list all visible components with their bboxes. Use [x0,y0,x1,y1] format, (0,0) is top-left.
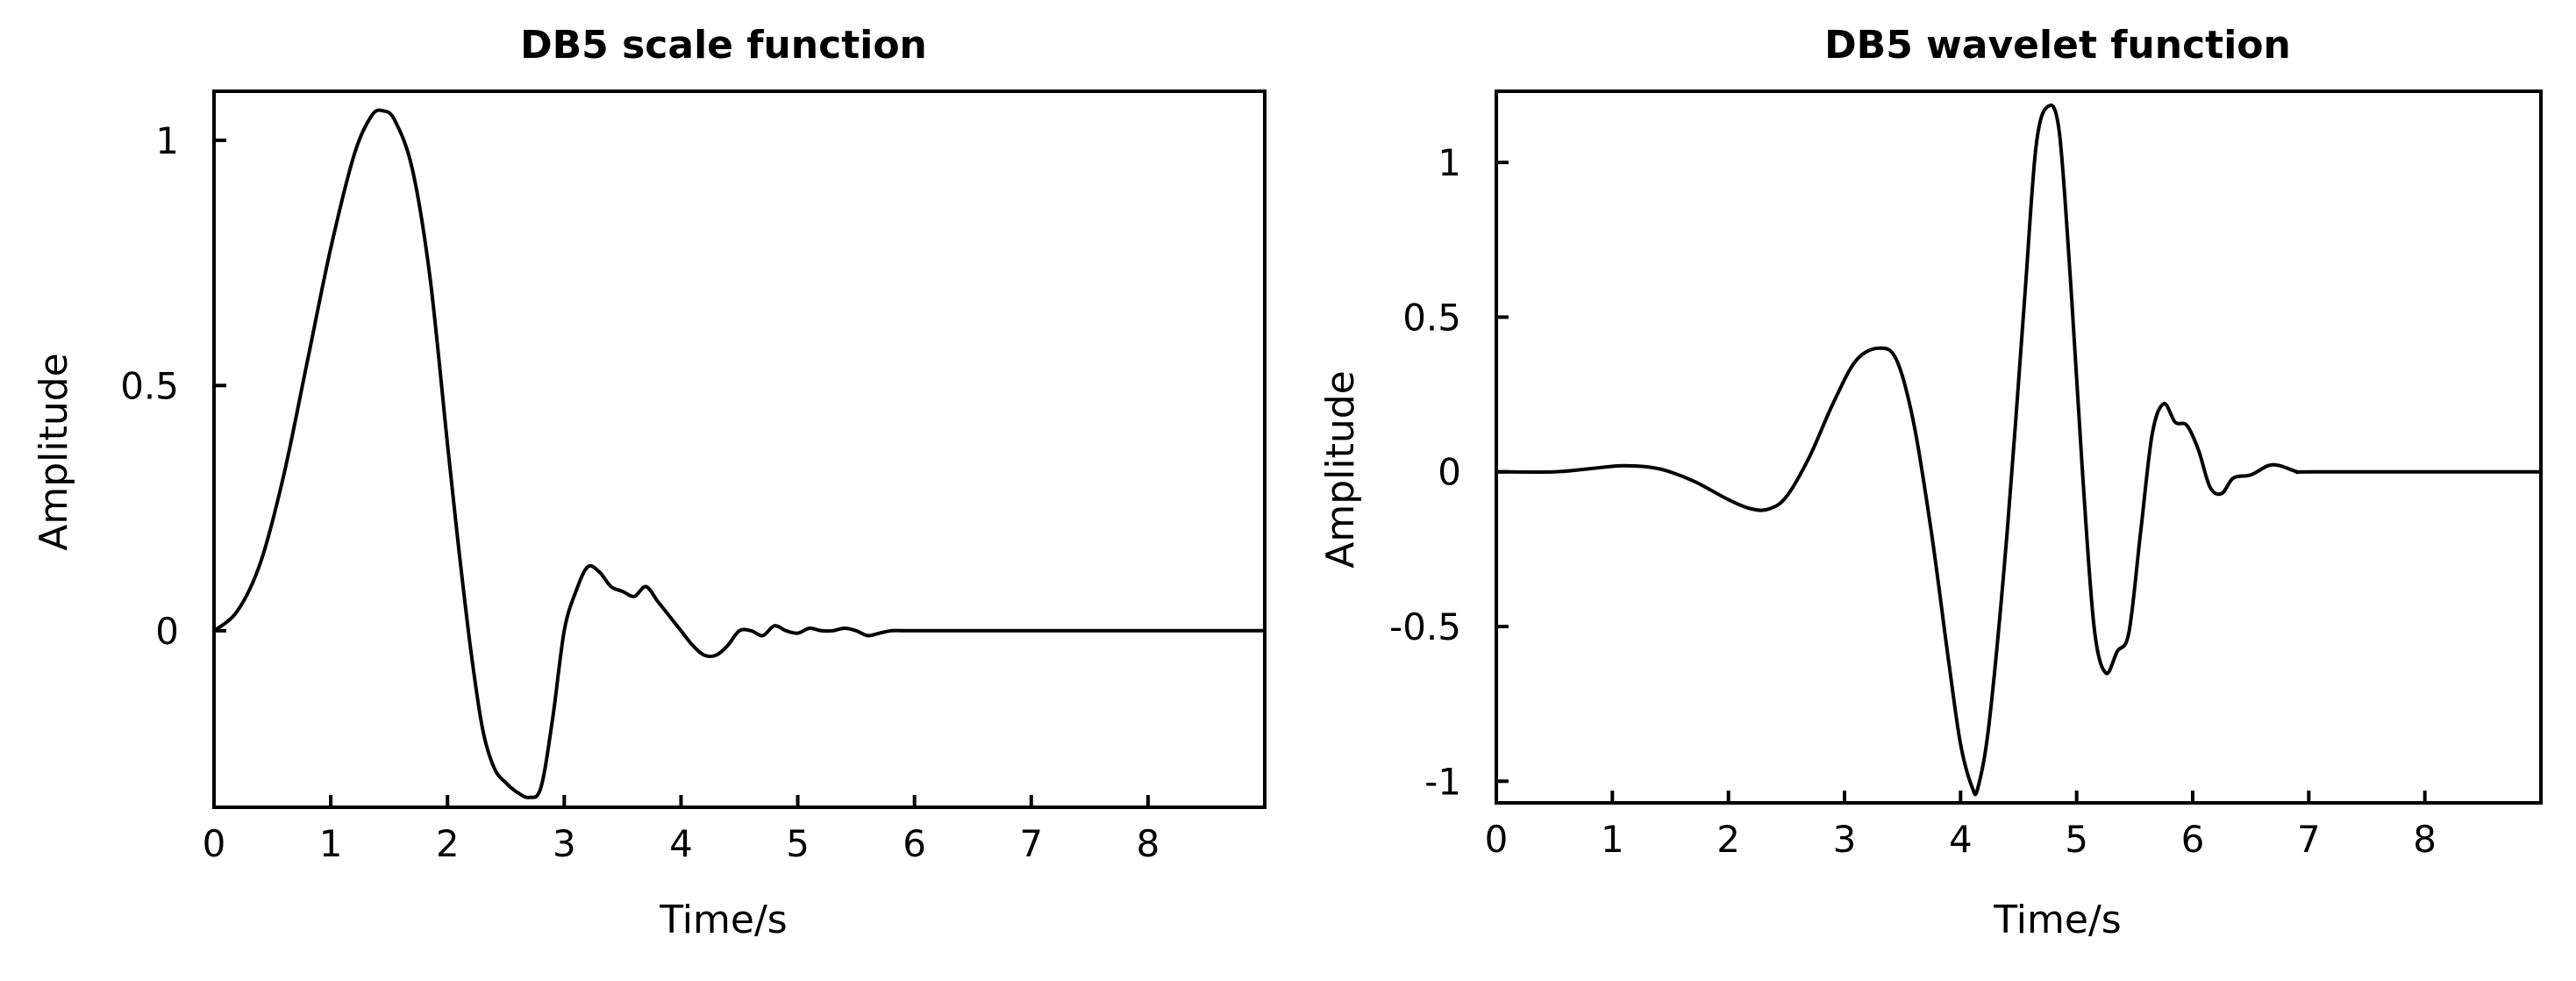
y-axis-label: Amplitude [32,353,76,550]
series-line [1495,104,2543,797]
x-axis-label: Time/s [659,898,787,942]
chart-title: DB5 wavelet function [1824,23,2291,68]
x-tick-label: 2 [436,822,460,865]
x-tick-label: 7 [1019,822,1043,865]
y-tick-label: -0.5 [1389,605,1461,648]
chart-wavelet-function: DB5 wavelet function Time/s Amplitude 0 1… [1318,23,2543,942]
plot-area: 0 1 2 3 4 5 6 7 8 0 0.5 1 [120,90,1267,865]
series-line [212,108,1267,799]
y-tick-label: 0 [1438,451,1461,494]
x-tick-label: 7 [2297,818,2321,861]
x-tick-label: 4 [669,822,693,865]
x-tick-label: 8 [2413,818,2437,861]
chart-title: DB5 scale function [520,23,927,68]
x-tick-label: 6 [2181,818,2205,861]
x-tick-label: 2 [1716,818,1740,861]
x-tick-label: 1 [319,822,343,865]
plot-area: 0 1 2 3 4 5 6 7 8 -1 -0.5 0 0.5 1 [1389,90,2543,861]
x-tick-label: 5 [786,822,810,865]
x-tick-label: 6 [903,822,926,865]
x-tick-label: 3 [1833,818,1857,861]
y-axis-label: Amplitude [1318,370,1363,568]
x-tick-label: 8 [1137,822,1160,865]
x-axis-label: Time/s [1993,898,2121,942]
x-tick-label: 3 [553,822,576,865]
x-tick-label: 5 [2065,818,2088,861]
x-tick-label: 1 [1601,818,1624,861]
y-tick-label: -1 [1424,760,1461,803]
x-tick-label: 0 [1485,818,1509,861]
y-tick-label: 0.5 [1402,296,1461,339]
y-tick-label: 0 [155,610,179,653]
plot-frame [212,90,1267,809]
chart-scale-function: DB5 scale function Time/s Amplitude 0 1 2 3… [32,23,1267,942]
plot-frame [1495,90,2543,805]
y-tick-label: 1 [155,119,179,162]
x-tick-label: 4 [1949,818,1973,861]
y-tick-label: 0.5 [120,364,179,407]
y-tick-label: 1 [1438,141,1461,184]
x-tick-label: 0 [203,822,226,865]
